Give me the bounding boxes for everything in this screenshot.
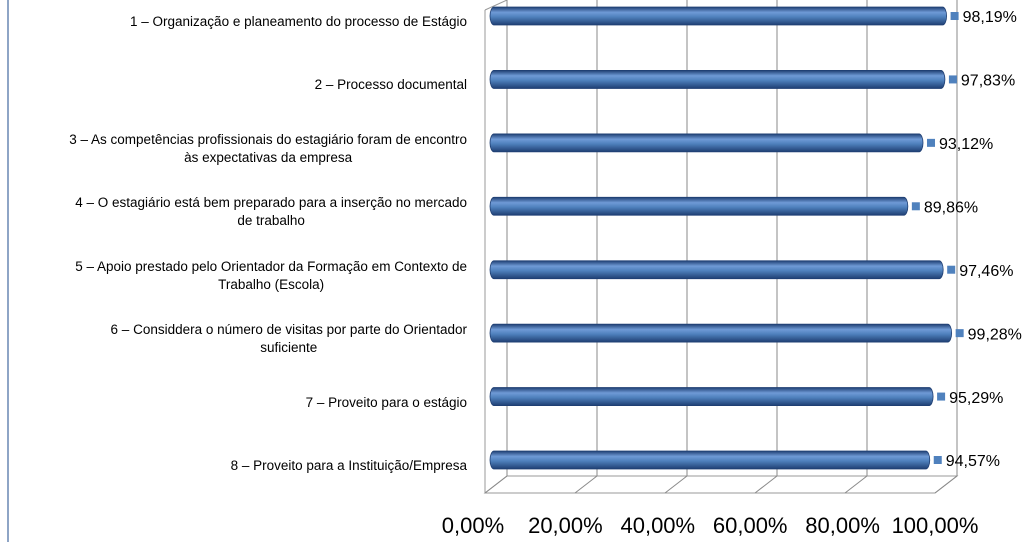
value-label-marker — [911, 202, 920, 211]
x-tick-label: 60,00% — [713, 513, 788, 538]
grid-line — [844, 475, 868, 494]
grid-line — [934, 475, 958, 494]
bar — [489, 196, 909, 216]
value-label: 97,83% — [961, 73, 1015, 90]
value-label: 99,28% — [968, 326, 1022, 343]
value-label-marker — [927, 138, 936, 147]
bar — [489, 260, 944, 280]
category-label: 5 – Apoio prestado pelo Orientador da Fo… — [75, 258, 467, 292]
value-label: 95,29% — [949, 390, 1003, 407]
bar — [489, 6, 947, 26]
value-label: 98,19% — [963, 9, 1017, 26]
bar — [489, 323, 953, 343]
category-label: 4 – O estagiário está bem preparado para… — [75, 195, 467, 229]
bar — [489, 450, 931, 470]
x-tick-label: 80,00% — [805, 513, 880, 538]
category-label: 6 – Considdera o número de visitas por p… — [110, 322, 467, 356]
category-label: 7 – Proveito para o estágio — [305, 394, 467, 410]
value-label-marker — [933, 456, 942, 464]
side-wall — [484, 0, 508, 11]
x-tick-label: 20,00% — [528, 513, 603, 538]
value-label-marker — [950, 12, 959, 20]
category-label: 3 – As competências profissionais do est… — [69, 131, 467, 165]
x-tick-label: 0,00% — [442, 513, 504, 538]
value-label: 97,46% — [959, 263, 1013, 280]
value-label: 93,12% — [939, 136, 993, 153]
x-tick-label: 100,00% — [892, 513, 979, 538]
grid-line — [754, 475, 778, 494]
value-label-marker — [948, 75, 957, 84]
grid-line — [664, 475, 688, 494]
grid-line — [574, 475, 598, 494]
value-label: 94,57% — [946, 453, 1000, 470]
category-label: 8 – Proveito para a Instituição/Empresa — [230, 458, 467, 473]
category-label: 2 – Processo documental — [314, 77, 467, 93]
value-label-marker — [947, 265, 956, 274]
bar — [489, 387, 934, 406]
bar — [489, 70, 946, 89]
category-label: 1 – Organização e planeamento do process… — [130, 14, 467, 29]
value-label-marker — [937, 392, 946, 401]
floor — [483, 475, 959, 494]
grid-line — [484, 475, 508, 494]
value-label-marker — [955, 329, 964, 338]
bar — [489, 133, 924, 153]
value-label: 89,86% — [924, 200, 978, 217]
x-tick-label: 40,00% — [620, 513, 695, 538]
